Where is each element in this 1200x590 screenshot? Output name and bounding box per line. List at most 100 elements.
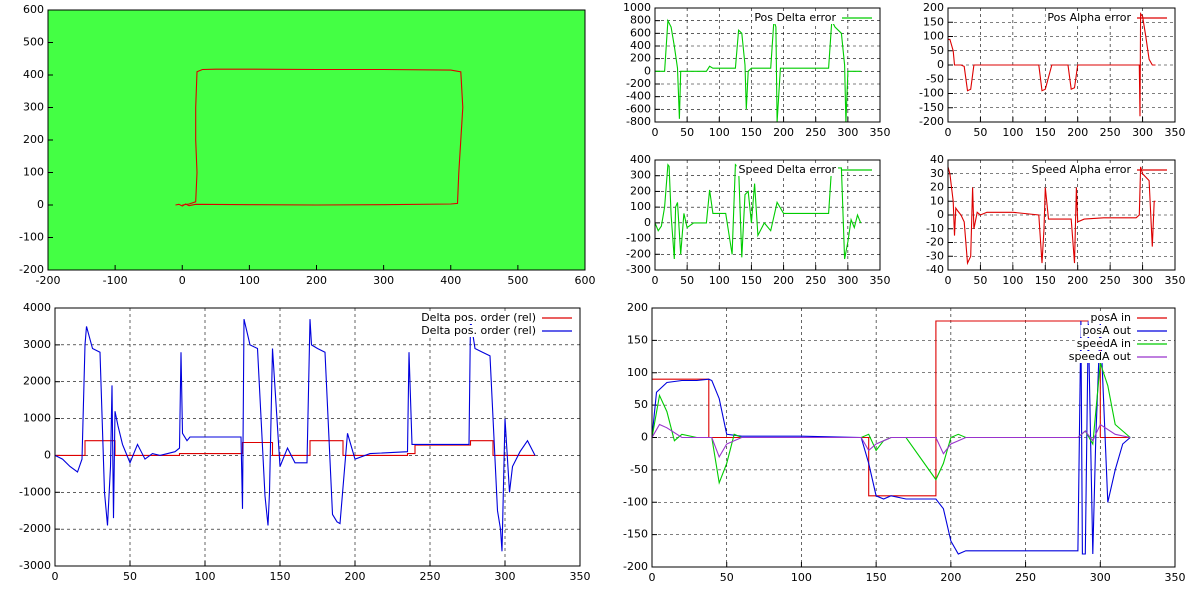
x-tick-label: 100 bbox=[791, 571, 812, 584]
y-tick-label: -200 bbox=[19, 263, 44, 276]
plot-background bbox=[55, 308, 580, 566]
data-line bbox=[948, 11, 1156, 117]
legend-label: Delta pos. order (rel) bbox=[421, 311, 536, 324]
chart-panel: -3000 -2000 -1000 0 1000 2000 3000 4000 0 50 100 15… bbox=[19, 301, 590, 583]
legend-label: Speed Delta error bbox=[739, 163, 837, 176]
x-tick-label: 50 bbox=[680, 274, 694, 287]
data-line bbox=[652, 423, 1131, 459]
x-tick-label: 0 bbox=[945, 274, 952, 287]
legend-label: speedA in bbox=[1077, 337, 1131, 350]
legend-label: posA in bbox=[1091, 311, 1132, 324]
y-tick-label: 400 bbox=[23, 68, 44, 81]
y-tick-label: -200 bbox=[919, 115, 944, 128]
y-tick-label: -200 bbox=[623, 560, 648, 573]
x-tick-label: 200 bbox=[940, 571, 961, 584]
y-tick-label: 150 bbox=[627, 333, 648, 346]
y-tick-label: 1000 bbox=[623, 1, 651, 14]
x-tick-label: 300 bbox=[1090, 571, 1111, 584]
y-tick-label: -400 bbox=[626, 90, 651, 103]
legend-label: Delta pos. order (rel) bbox=[421, 324, 536, 337]
legend-background bbox=[736, 164, 838, 176]
data-line bbox=[652, 320, 1131, 555]
x-tick-label: 300 bbox=[1132, 274, 1153, 287]
y-tick-label: 400 bbox=[630, 39, 651, 52]
chart-panel: -200 -100 0 100 200 300 400 500 600 -200 -100 0 100 2… bbox=[19, 3, 595, 287]
y-tick-label: 300 bbox=[630, 169, 651, 182]
y-tick-label: 20 bbox=[930, 181, 944, 194]
legend-background bbox=[1045, 12, 1133, 24]
y-tick-label: 600 bbox=[23, 3, 44, 16]
plot-background bbox=[655, 160, 880, 270]
plot-frame bbox=[947, 7, 1176, 123]
y-tick-label: -200 bbox=[626, 77, 651, 90]
x-tick-label: 350 bbox=[1165, 571, 1186, 584]
plot-background bbox=[655, 8, 880, 122]
y-tick-label: 200 bbox=[923, 1, 944, 14]
plot-frame bbox=[654, 159, 881, 271]
y-tick-label: -600 bbox=[626, 102, 651, 115]
y-tick-label: 1000 bbox=[23, 412, 51, 425]
x-tick-label: 250 bbox=[805, 274, 826, 287]
x-tick-label: 50 bbox=[973, 126, 987, 139]
x-tick-label: 250 bbox=[420, 570, 441, 583]
x-tick-label: 250 bbox=[1100, 274, 1121, 287]
y-tick-label: 2000 bbox=[23, 375, 51, 388]
y-tick-label: 50 bbox=[930, 44, 944, 57]
y-tick-label: 100 bbox=[23, 166, 44, 179]
x-tick-label: 200 bbox=[773, 274, 794, 287]
plot-background bbox=[48, 10, 585, 270]
x-tick-label: 250 bbox=[1015, 571, 1036, 584]
plot-frame bbox=[47, 9, 586, 271]
x-tick-label: 100 bbox=[709, 126, 730, 139]
plot-frame bbox=[654, 7, 881, 123]
y-tick-label: 30 bbox=[930, 167, 944, 180]
plot-frame bbox=[947, 159, 1176, 271]
x-tick-label: 50 bbox=[720, 571, 734, 584]
y-tick-label: 600 bbox=[630, 26, 651, 39]
legend-background bbox=[752, 12, 838, 24]
x-tick-label: 400 bbox=[440, 274, 461, 287]
y-tick-label: 10 bbox=[930, 194, 944, 207]
y-tick-label: 200 bbox=[627, 301, 648, 314]
x-tick-label: 200 bbox=[1067, 126, 1088, 139]
x-tick-label: 0 bbox=[652, 274, 659, 287]
legend-background bbox=[1074, 338, 1133, 350]
y-tick-label: -1000 bbox=[19, 485, 51, 498]
x-tick-label: 350 bbox=[1165, 126, 1186, 139]
legend-label: Pos Alpha error bbox=[1047, 11, 1131, 24]
y-tick-label: 100 bbox=[627, 366, 648, 379]
y-tick-label: 200 bbox=[23, 133, 44, 146]
y-tick-label: -20 bbox=[926, 236, 944, 249]
y-tick-label: 3000 bbox=[23, 338, 51, 351]
y-tick-label: -100 bbox=[623, 495, 648, 508]
y-tick-label: -800 bbox=[626, 115, 651, 128]
legend-label: Speed Alpha error bbox=[1032, 163, 1132, 176]
x-tick-label: 0 bbox=[649, 571, 656, 584]
y-tick-label: -50 bbox=[926, 72, 944, 85]
data-line bbox=[55, 440, 535, 456]
plot-area bbox=[175, 68, 464, 207]
plot-area bbox=[948, 11, 1156, 117]
y-tick-label: -100 bbox=[19, 231, 44, 244]
y-tick-label: 4000 bbox=[23, 301, 51, 314]
y-tick-label: 100 bbox=[630, 200, 651, 213]
legend-label: Pos Delta error bbox=[754, 11, 836, 24]
y-tick-label: -40 bbox=[926, 263, 944, 276]
data-line bbox=[655, 18, 861, 122]
x-tick-label: 150 bbox=[1035, 274, 1056, 287]
x-tick-label: 0 bbox=[52, 570, 59, 583]
y-tick-label: 0 bbox=[37, 198, 44, 211]
y-tick-label: 150 bbox=[923, 15, 944, 28]
x-tick-label: 200 bbox=[345, 570, 366, 583]
x-tick-label: 500 bbox=[507, 274, 528, 287]
x-tick-label: 350 bbox=[870, 274, 891, 287]
y-tick-label: 300 bbox=[23, 101, 44, 114]
x-tick-label: 100 bbox=[239, 274, 260, 287]
x-tick-label: 350 bbox=[570, 570, 591, 583]
x-tick-label: 600 bbox=[575, 274, 596, 287]
x-tick-label: 0 bbox=[179, 274, 186, 287]
y-tick-label: 50 bbox=[634, 398, 648, 411]
x-tick-label: 200 bbox=[1067, 274, 1088, 287]
